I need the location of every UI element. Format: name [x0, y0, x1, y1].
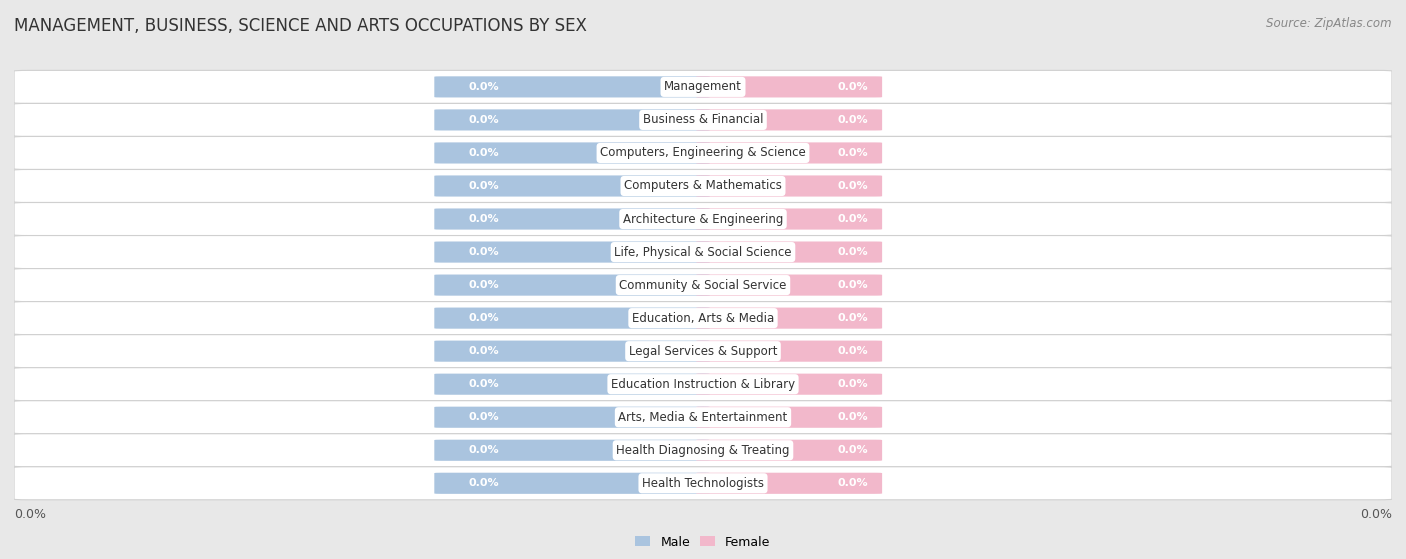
- Text: 0.0%: 0.0%: [468, 313, 499, 323]
- FancyBboxPatch shape: [696, 143, 882, 164]
- Text: Arts, Media & Entertainment: Arts, Media & Entertainment: [619, 411, 787, 424]
- Legend: Male, Female: Male, Female: [630, 530, 776, 553]
- FancyBboxPatch shape: [434, 110, 710, 130]
- Text: MANAGEMENT, BUSINESS, SCIENCE AND ARTS OCCUPATIONS BY SEX: MANAGEMENT, BUSINESS, SCIENCE AND ARTS O…: [14, 17, 586, 35]
- FancyBboxPatch shape: [696, 110, 882, 130]
- FancyBboxPatch shape: [434, 307, 710, 329]
- FancyBboxPatch shape: [434, 176, 710, 197]
- Text: 0.0%: 0.0%: [1360, 508, 1392, 521]
- Text: 0.0%: 0.0%: [468, 181, 499, 191]
- Text: 0.0%: 0.0%: [468, 247, 499, 257]
- FancyBboxPatch shape: [434, 77, 710, 97]
- Text: Architecture & Engineering: Architecture & Engineering: [623, 212, 783, 225]
- FancyBboxPatch shape: [434, 473, 710, 494]
- Text: Management: Management: [664, 80, 742, 93]
- FancyBboxPatch shape: [14, 335, 1392, 368]
- FancyBboxPatch shape: [14, 434, 1392, 467]
- Text: 0.0%: 0.0%: [468, 280, 499, 290]
- Text: Community & Social Service: Community & Social Service: [619, 278, 787, 292]
- Text: Health Diagnosing & Treating: Health Diagnosing & Treating: [616, 444, 790, 457]
- Text: 0.0%: 0.0%: [838, 82, 869, 92]
- FancyBboxPatch shape: [14, 302, 1392, 335]
- FancyBboxPatch shape: [434, 406, 710, 428]
- Text: Education Instruction & Library: Education Instruction & Library: [612, 378, 794, 391]
- FancyBboxPatch shape: [696, 274, 882, 296]
- Text: 0.0%: 0.0%: [838, 280, 869, 290]
- Text: 0.0%: 0.0%: [838, 412, 869, 422]
- FancyBboxPatch shape: [14, 235, 1392, 268]
- FancyBboxPatch shape: [14, 169, 1392, 202]
- FancyBboxPatch shape: [14, 103, 1392, 136]
- FancyBboxPatch shape: [14, 401, 1392, 434]
- Text: 0.0%: 0.0%: [468, 115, 499, 125]
- Text: Computers, Engineering & Science: Computers, Engineering & Science: [600, 146, 806, 159]
- Text: 0.0%: 0.0%: [468, 148, 499, 158]
- FancyBboxPatch shape: [696, 373, 882, 395]
- FancyBboxPatch shape: [14, 202, 1392, 235]
- Text: Education, Arts & Media: Education, Arts & Media: [631, 311, 775, 325]
- FancyBboxPatch shape: [696, 307, 882, 329]
- Text: 0.0%: 0.0%: [838, 346, 869, 356]
- FancyBboxPatch shape: [434, 440, 710, 461]
- Text: 0.0%: 0.0%: [468, 412, 499, 422]
- FancyBboxPatch shape: [14, 70, 1392, 103]
- Text: Business & Financial: Business & Financial: [643, 113, 763, 126]
- Text: 0.0%: 0.0%: [838, 181, 869, 191]
- Text: 0.0%: 0.0%: [468, 214, 499, 224]
- Text: 0.0%: 0.0%: [838, 247, 869, 257]
- Text: 0.0%: 0.0%: [838, 148, 869, 158]
- Text: 0.0%: 0.0%: [468, 479, 499, 488]
- FancyBboxPatch shape: [14, 368, 1392, 401]
- Text: 0.0%: 0.0%: [838, 313, 869, 323]
- Text: Health Technologists: Health Technologists: [643, 477, 763, 490]
- FancyBboxPatch shape: [434, 143, 710, 164]
- FancyBboxPatch shape: [14, 268, 1392, 302]
- FancyBboxPatch shape: [434, 209, 710, 230]
- FancyBboxPatch shape: [696, 440, 882, 461]
- FancyBboxPatch shape: [696, 473, 882, 494]
- FancyBboxPatch shape: [14, 467, 1392, 500]
- FancyBboxPatch shape: [434, 340, 710, 362]
- Text: Life, Physical & Social Science: Life, Physical & Social Science: [614, 245, 792, 259]
- FancyBboxPatch shape: [696, 406, 882, 428]
- Text: 0.0%: 0.0%: [468, 379, 499, 389]
- Text: 0.0%: 0.0%: [468, 446, 499, 455]
- FancyBboxPatch shape: [696, 77, 882, 97]
- FancyBboxPatch shape: [434, 274, 710, 296]
- FancyBboxPatch shape: [696, 340, 882, 362]
- Text: 0.0%: 0.0%: [468, 82, 499, 92]
- Text: 0.0%: 0.0%: [838, 214, 869, 224]
- Text: 0.0%: 0.0%: [838, 446, 869, 455]
- FancyBboxPatch shape: [434, 241, 710, 263]
- FancyBboxPatch shape: [696, 176, 882, 197]
- Text: 0.0%: 0.0%: [14, 508, 46, 521]
- FancyBboxPatch shape: [696, 241, 882, 263]
- FancyBboxPatch shape: [434, 373, 710, 395]
- Text: 0.0%: 0.0%: [468, 346, 499, 356]
- Text: 0.0%: 0.0%: [838, 115, 869, 125]
- FancyBboxPatch shape: [696, 209, 882, 230]
- FancyBboxPatch shape: [14, 136, 1392, 169]
- Text: Legal Services & Support: Legal Services & Support: [628, 345, 778, 358]
- Text: Source: ZipAtlas.com: Source: ZipAtlas.com: [1267, 17, 1392, 30]
- Text: 0.0%: 0.0%: [838, 379, 869, 389]
- Text: Computers & Mathematics: Computers & Mathematics: [624, 179, 782, 192]
- Text: 0.0%: 0.0%: [838, 479, 869, 488]
